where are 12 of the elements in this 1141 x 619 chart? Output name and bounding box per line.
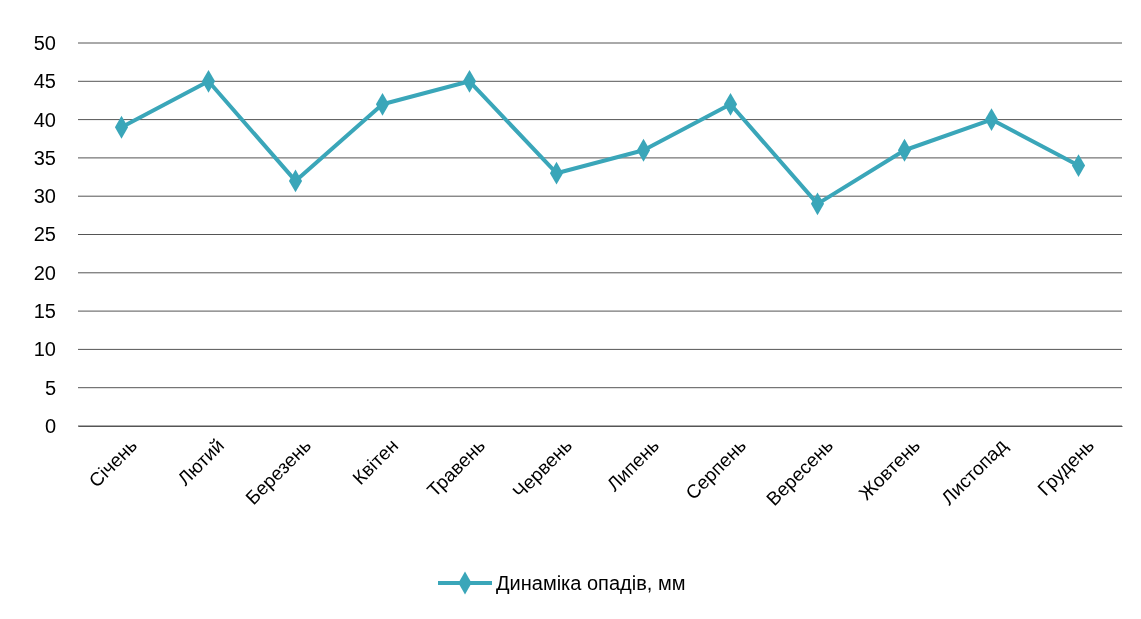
y-tick-label: 45 [33, 70, 56, 93]
y-tick-label: 15 [33, 300, 56, 322]
y-tick-label: 25 [33, 223, 56, 246]
y-tick-label: 50 [33, 31, 56, 54]
legend-label: Динаміка опадів, мм [496, 572, 686, 594]
y-tick-label: 40 [33, 108, 56, 131]
y-tick-label: 30 [33, 185, 56, 208]
y-tick-label: 35 [33, 146, 56, 169]
y-tick-label: 10 [33, 338, 56, 361]
y-tick-label: 0 [44, 414, 56, 437]
y-tick-label: 5 [44, 376, 56, 399]
y-tick-label: 20 [33, 261, 56, 284]
